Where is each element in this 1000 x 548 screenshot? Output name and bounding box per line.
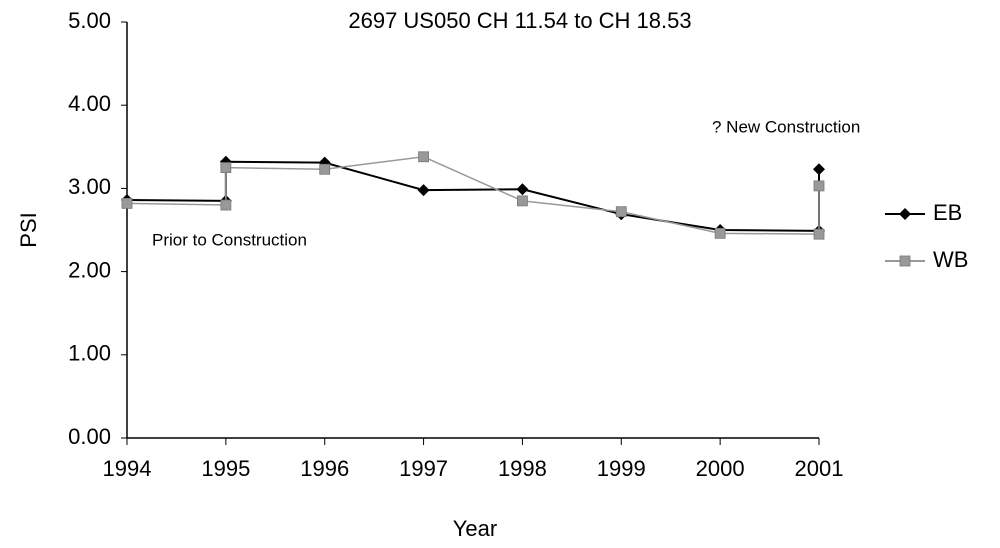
- x-tick-label: 1998: [498, 456, 547, 481]
- x-tick-label: 1997: [399, 456, 448, 481]
- x-tick-label: 1995: [201, 456, 250, 481]
- x-tick-label: 1996: [300, 456, 349, 481]
- y-tick-label: 1.00: [68, 341, 111, 366]
- point: [714, 227, 726, 239]
- point: [517, 195, 528, 207]
- x-axis-label: Year: [453, 516, 497, 541]
- point: [813, 228, 825, 240]
- y-tick-label: 3.00: [68, 174, 111, 199]
- legend-label: WB: [933, 247, 968, 272]
- annotation: ? New Construction: [712, 117, 860, 136]
- x-tick-label: 1999: [597, 456, 646, 481]
- series-line: [126, 156, 820, 235]
- y-tick-label: 4.00: [68, 91, 111, 116]
- point: [813, 163, 825, 176]
- chart-title: 2697 US050 CH 11.54 to CH 18.53: [348, 8, 691, 33]
- point: [220, 199, 232, 211]
- point: [516, 183, 529, 196]
- y-tick-label: 0.00: [68, 424, 111, 449]
- x-tick-label: 2001: [795, 456, 844, 481]
- y-tick-label: 5.00: [68, 8, 111, 33]
- point: [813, 180, 825, 192]
- annotation: Prior to Construction: [152, 230, 307, 249]
- y-axis-label: PSI: [16, 212, 41, 247]
- point: [615, 206, 627, 218]
- legend-marker: [899, 255, 911, 267]
- legend-marker: [899, 208, 911, 220]
- point: [417, 184, 430, 197]
- x-tick-label: 2000: [696, 456, 745, 481]
- point: [121, 197, 133, 209]
- y-tick-label: 2.00: [68, 257, 111, 282]
- x-tick-label: 1994: [103, 456, 152, 481]
- point: [220, 162, 232, 174]
- point: [319, 163, 331, 175]
- legend-label: EB: [933, 200, 962, 225]
- point: [418, 151, 429, 163]
